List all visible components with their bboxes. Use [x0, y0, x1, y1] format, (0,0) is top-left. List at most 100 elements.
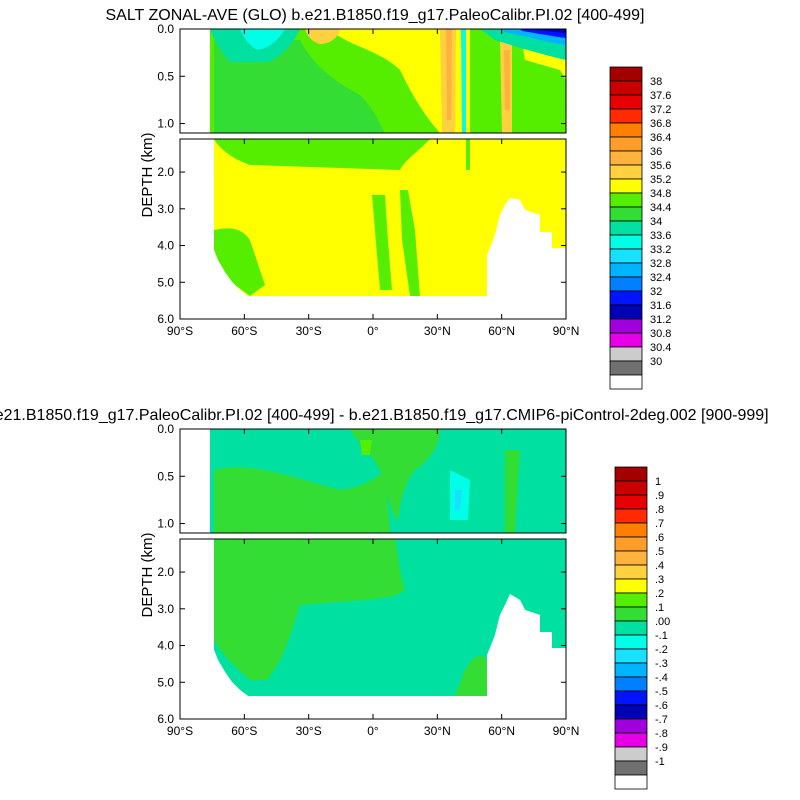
colorbar-label: .1	[655, 602, 664, 614]
colorbar-label: 36	[650, 146, 662, 158]
colorbar-label: -.1	[655, 630, 668, 642]
x-tick-label: 30°S	[296, 724, 322, 738]
colorbar-swatch	[614, 620, 648, 636]
colorbar-swatch	[609, 332, 643, 348]
colorbar-swatch	[609, 206, 643, 222]
top-panel-axis-ticks: 90°S 60°S 30°S 0° 30°N 60°N 90°N 0.0 0.5 1.0 2.0 3.…	[157, 22, 579, 338]
colorbar-swatch	[609, 150, 643, 166]
colorbar-swatch	[614, 746, 648, 762]
x-tick-label: 0°	[367, 324, 379, 338]
colorbar-swatch	[614, 592, 648, 608]
y-tick-label: 3.0	[157, 202, 174, 216]
colorbar-swatch	[609, 374, 643, 390]
y-tick-label: 3.0	[157, 602, 174, 616]
colorbar-label: 35.6	[650, 160, 671, 172]
colorbar-label: 36.8	[650, 118, 671, 130]
colorbar-swatch	[614, 508, 648, 524]
colorbar-label: .8	[655, 504, 664, 516]
colorbar-swatch	[609, 276, 643, 292]
colorbar-label: .5	[655, 546, 664, 558]
colorbar-label: .3	[655, 574, 664, 586]
colorbar-swatch	[609, 248, 643, 264]
x-tick-label: 0°	[367, 724, 379, 738]
colorbar-label: -.8	[655, 728, 668, 740]
colorbar-swatch	[609, 304, 643, 320]
colorbar-label: -.3	[655, 658, 668, 670]
colorbar-label: 36.4	[650, 132, 671, 144]
y-tick-label: 0.0	[157, 22, 174, 36]
colorbar-label: 1	[655, 476, 661, 488]
bottom-panel-title: b.e21.B1850.f19_g17.PaleoCalibr.PI.02 [4…	[0, 407, 769, 424]
colorbar-swatch	[609, 220, 643, 236]
colorbar-swatch	[609, 94, 643, 110]
bottom-panel-field	[180, 429, 566, 719]
colorbar-swatch	[609, 178, 643, 194]
colorbar-label: .7	[655, 518, 664, 530]
colorbar-swatch	[609, 80, 643, 96]
colorbar-swatch	[614, 466, 648, 482]
colorbar-label: 32.4	[650, 272, 671, 284]
x-tick-label: 30°S	[296, 324, 322, 338]
y-tick-label: 1.0	[157, 517, 174, 531]
colorbar-swatch	[614, 634, 648, 650]
colorbar-swatch	[609, 164, 643, 180]
colorbar-label: .4	[655, 560, 664, 572]
colorbar-swatch	[609, 360, 643, 376]
colorbar-label: 31.6	[650, 300, 671, 312]
y-tick-label: 2.0	[157, 565, 174, 579]
colorbar-label: -.6	[655, 700, 668, 712]
colorbar-swatch	[609, 318, 643, 334]
colorbar-swatch	[609, 122, 643, 138]
colorbar-swatch	[614, 536, 648, 552]
colorbar-swatch	[614, 760, 648, 776]
x-tick-label: 90°N	[553, 324, 580, 338]
colorbar-label: .2	[655, 588, 664, 600]
colorbar-swatch	[614, 732, 648, 748]
y-tick-label: 0.0	[157, 422, 174, 436]
bottom-panel-axis-ticks: 90°S 60°S 30°S 0° 30°N 60°N 90°N 0.0 0.5 1.0 2.0 3.…	[157, 422, 579, 738]
top-panel-field	[180, 29, 566, 319]
colorbar-swatch	[614, 494, 648, 510]
y-tick-label: 6.0	[157, 312, 174, 326]
colorbar-swatch	[609, 192, 643, 208]
colorbar-swatch	[609, 262, 643, 278]
colorbar-label: -.4	[655, 672, 668, 684]
colorbar-label: 32.8	[650, 258, 671, 270]
colorbar-swatch	[609, 234, 643, 250]
x-tick-label: 60°S	[231, 324, 257, 338]
y-tick-label: 2.0	[157, 165, 174, 179]
colorbar-label: 38	[650, 76, 662, 88]
colorbar-label: 37.2	[650, 104, 671, 116]
bottom-panel-colorbar: 1 .9 .8 .7 .6 .5 .4 .3 .2 .1 .00 -.1 -.2 -.3 -.4 -.5 -.6…	[614, 466, 670, 790]
bottom-panel-ylabel: DEPTH (km)	[139, 533, 156, 618]
colorbar-swatch	[614, 704, 648, 720]
colorbar-label: 35.2	[650, 174, 671, 186]
x-tick-label: 90°S	[167, 724, 193, 738]
x-tick-label: 60°S	[231, 724, 257, 738]
y-tick-label: 5.0	[157, 675, 174, 689]
top-panel-ylabel: DEPTH (km)	[139, 133, 156, 218]
colorbar-swatch	[614, 774, 648, 790]
x-tick-label: 60°N	[488, 724, 515, 738]
colorbar-swatch	[614, 480, 648, 496]
colorbar-label: .00	[655, 616, 670, 628]
y-tick-label: 5.0	[157, 275, 174, 289]
colorbar-swatch	[609, 108, 643, 124]
colorbar-swatch	[614, 578, 648, 594]
colorbar-swatch	[609, 346, 643, 362]
colorbar-label: 31.2	[650, 314, 671, 326]
colorbar-swatch	[609, 136, 643, 152]
colorbar-label: 37.6	[650, 90, 671, 102]
y-tick-label: 6.0	[157, 712, 174, 726]
y-tick-label: 0.5	[157, 69, 174, 83]
y-tick-label: 4.0	[157, 239, 174, 253]
colorbar-label: -.7	[655, 714, 668, 726]
colorbar-label: 30.4	[650, 342, 671, 354]
colorbar-label: 34	[650, 216, 662, 228]
y-tick-label: 1.0	[157, 117, 174, 131]
top-panel-colorbar: 38 37.6 37.2 36.8 36.4 36 35.6 35.2 34.8 34.4 34 33…	[609, 66, 671, 390]
colorbar-swatch	[609, 66, 643, 82]
colorbar-swatch	[614, 564, 648, 580]
colorbar-label: -.2	[655, 644, 668, 656]
